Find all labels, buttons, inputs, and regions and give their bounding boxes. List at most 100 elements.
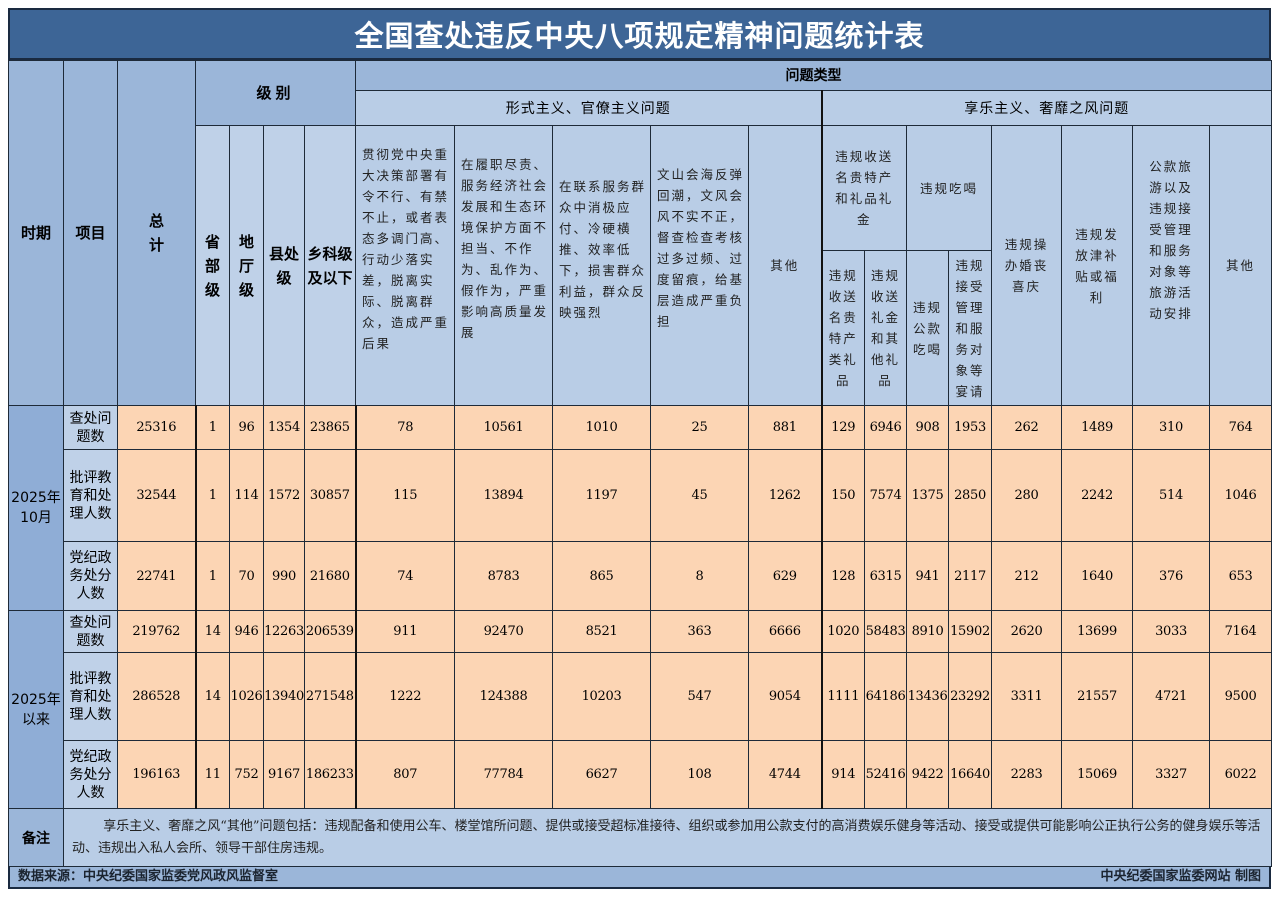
data-cell: 115 <box>354 449 456 542</box>
data-cell: 990 <box>263 541 305 611</box>
data-cell: 52416 <box>864 740 908 809</box>
data-cell: 6627 <box>552 740 652 809</box>
stats-table-container: 全国查处违反中央八项规定精神问题统计表 时期 项目 总计 级别 问题类型 形式主… <box>8 8 1273 889</box>
data-cell: 16640 <box>948 740 993 809</box>
data-cell: 96 <box>229 405 264 450</box>
data-cell: 45 <box>650 449 750 542</box>
data-cell: 11 <box>194 740 230 809</box>
row-item-label: 党纪政务处分人数 <box>63 541 118 611</box>
data-cell: 653 <box>1209 541 1273 611</box>
data-cell: 1354 <box>263 405 305 450</box>
data-cell: 3327 <box>1132 740 1211 809</box>
data-cell: 6666 <box>748 610 823 653</box>
data-cell: 1111 <box>820 652 866 741</box>
data-cell: 2117 <box>948 541 993 611</box>
data-cell: 1046 <box>1209 449 1273 542</box>
data-cell: 92470 <box>454 610 554 653</box>
data-cell: 9422 <box>906 740 950 809</box>
stats-table: 时期 项目 总计 级别 问题类型 形式主义、官僚主义问题 享乐主义、奢靡之风问题… <box>8 60 1273 867</box>
header-level-township: 乡科级及以下 <box>303 125 357 406</box>
header-dining-group: 违规吃喝 <box>906 125 993 251</box>
data-cell: 262 <box>991 405 1063 450</box>
data-cell: 108 <box>650 740 750 809</box>
data-cell: 124388 <box>454 652 554 741</box>
header-formalism: 形式主义、官僚主义问题 <box>355 90 823 126</box>
data-cell: 14 <box>194 652 230 741</box>
data-cell: 22741 <box>117 541 196 611</box>
header-gifts-group: 违规收送名贵特产和礼品礼金 <box>820 125 908 251</box>
data-cell: 25316 <box>117 405 196 450</box>
data-cell: 3033 <box>1132 610 1211 653</box>
data-cell: 286528 <box>117 652 196 741</box>
data-cell: 752 <box>229 740 264 809</box>
header-dining-public-funds: 违规公款吃喝 <box>906 250 950 406</box>
header-problem-type: 问题类型 <box>355 60 1273 91</box>
data-cell: 1026 <box>229 652 264 741</box>
data-cell: 363 <box>650 610 750 653</box>
data-cell: 2283 <box>991 740 1063 809</box>
data-cell: 1 <box>194 449 230 542</box>
data-cell: 77784 <box>454 740 554 809</box>
data-cell: 3311 <box>991 652 1063 741</box>
data-cell: 914 <box>820 740 866 809</box>
header-formalism-other: 其他 <box>748 125 823 406</box>
period-label: 2025年10月 <box>8 405 64 611</box>
data-cell: 1953 <box>948 405 993 450</box>
table-row: 批评教育和处理人数 286528 14 1026 13940 271548 1222 1243… <box>9 652 1273 741</box>
data-cell: 21557 <box>1061 652 1134 741</box>
data-cell: 32544 <box>117 449 196 542</box>
note-label: 备注 <box>8 808 64 867</box>
row-item-label: 查处问题数 <box>63 610 118 653</box>
header-total: 总计 <box>117 60 196 406</box>
header-gifts-cash: 违规收送礼金和其他礼品 <box>864 250 908 406</box>
table-row: 2025年10月 查处问题数 25316 1 96 1354 23865 78 10561 101… <box>8 405 1273 611</box>
data-cell: 280 <box>991 449 1063 542</box>
data-cell: 908 <box>906 405 950 450</box>
data-cell: 6022 <box>1209 740 1273 809</box>
data-cell: 911 <box>354 610 456 653</box>
header-level-provincial: 省部级 <box>195 125 230 406</box>
header-allowances: 违规发放津补贴或福利 <box>1061 125 1134 406</box>
data-cell: 12263 <box>263 610 305 653</box>
data-cell: 1262 <box>748 449 823 542</box>
header-hedonism-other: 其他 <box>1209 125 1273 406</box>
header-period: 时期 <box>8 60 64 406</box>
credit: 中央纪委国家监委网站 制图 <box>1100 869 1261 884</box>
footer: 数据来源：中央纪委国家监委党风政风监督室 中央纪委国家监委网站 制图 <box>8 867 1271 889</box>
data-cell: 1640 <box>1061 541 1134 611</box>
row-item-label: 批评教育和处理人数 <box>63 449 118 542</box>
data-cell: 4721 <box>1132 652 1211 741</box>
data-cell: 15069 <box>1061 740 1134 809</box>
data-cell: 15902 <box>948 610 993 653</box>
data-cell: 1 <box>194 541 230 611</box>
data-cell: 1375 <box>906 449 950 542</box>
data-cell: 9167 <box>263 740 305 809</box>
data-cell: 30857 <box>303 449 357 542</box>
data-cell: 1572 <box>263 449 305 542</box>
header-dining-banquets: 违规接受管理和服务对象等宴请 <box>948 250 993 406</box>
data-cell: 25 <box>650 405 750 450</box>
data-cell: 376 <box>1132 541 1211 611</box>
data-cell: 23865 <box>303 405 357 450</box>
data-cell: 13436 <box>906 652 950 741</box>
data-cell: 2242 <box>1061 449 1134 542</box>
data-cell: 64186 <box>864 652 908 741</box>
data-cell: 865 <box>552 541 652 611</box>
data-cell: 8910 <box>906 610 950 653</box>
data-cell: 547 <box>650 652 750 741</box>
data-cell: 114 <box>229 449 264 542</box>
data-cell: 7574 <box>864 449 908 542</box>
data-cell: 14 <box>194 610 230 653</box>
data-cell: 629 <box>748 541 823 611</box>
data-cell: 129 <box>820 405 866 450</box>
data-cell: 1 <box>194 405 230 450</box>
data-cell: 196163 <box>117 740 196 809</box>
data-cell: 7164 <box>1209 610 1273 653</box>
header-level: 级别 <box>194 60 357 126</box>
header-formalism-col-2: 在履职尽责、服务经济社会发展和生态环境保护方面不担当、不作为、乱作为、假作为，严… <box>454 125 554 406</box>
header-hedonism: 享乐主义、奢靡之风问题 <box>820 90 1273 126</box>
data-cell: 6315 <box>864 541 908 611</box>
table-row: 党纪政务处分人数 22741 1 70 990 21680 74 8783 865 8 629 128… <box>9 541 1273 611</box>
header-formalism-col-1: 贯彻党中央重大决策部署有令不行、有禁不止，或者表态多调门高、行动少落实差，脱离实… <box>355 125 456 406</box>
data-cell: 212 <box>991 541 1063 611</box>
